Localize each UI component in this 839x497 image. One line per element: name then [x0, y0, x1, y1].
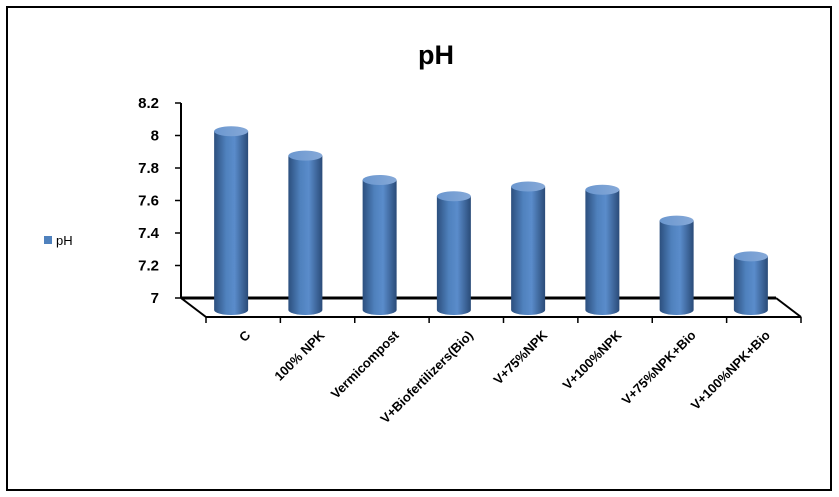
chart-frame — [6, 6, 832, 491]
bar-top — [511, 181, 546, 192]
x-axis-labels: C 100% NPK VermicompostV+Biofertilizers(Bi… — [205, 317, 802, 426]
bar — [733, 251, 768, 315]
bar-top — [585, 184, 620, 195]
y-axis-ticks: 7 7.2 7.4 7.6 7.8 8 8.2 — [138, 95, 181, 307]
bar-top — [659, 215, 694, 226]
bar-top — [733, 251, 768, 262]
x-tick-label: V+100%NPK+Bio — [688, 327, 773, 412]
x-tick-label: V+75%NPK — [490, 327, 550, 387]
x-tick-label: Vermicompost — [328, 327, 402, 401]
x-tick-label: 100% NPK — [271, 327, 328, 384]
bar — [585, 184, 620, 315]
bar-top — [436, 191, 471, 202]
y-tick-label: 7.4 — [138, 225, 160, 242]
bar-body — [214, 131, 249, 315]
bar — [436, 191, 471, 315]
axes — [180, 103, 802, 318]
y-tick-label: 7.6 — [138, 193, 159, 210]
bar-series — [214, 126, 768, 315]
bar — [288, 150, 323, 315]
bar-body — [585, 189, 620, 315]
y-tick-label: 8.2 — [138, 95, 159, 112]
y-axis-depth-line — [180, 297, 207, 318]
legend: pH — [44, 233, 73, 248]
bar — [362, 175, 397, 315]
y-tick-label: 7.8 — [138, 160, 159, 177]
x-tick-label: C — [236, 327, 254, 345]
y-tick-label: 8 — [151, 128, 159, 145]
bar — [214, 126, 249, 315]
bar-top — [362, 175, 397, 185]
bar-top — [214, 126, 249, 137]
bar — [659, 215, 694, 315]
bar-body — [362, 180, 397, 315]
bar-body — [733, 256, 768, 315]
bar-body — [511, 186, 546, 315]
x-tick-label: V+100%NPK — [559, 327, 624, 392]
x-tick-label: V+75%NPK+Bio — [619, 327, 699, 407]
bar-body — [436, 196, 471, 315]
floor-right-edge — [775, 297, 802, 318]
bar-body — [659, 220, 694, 315]
y-tick-label: 7 — [151, 290, 159, 307]
legend-swatch — [44, 236, 52, 244]
bar — [511, 181, 546, 315]
bar-top — [288, 150, 323, 161]
y-tick-label: 7.2 — [138, 258, 159, 275]
chart-title: pH — [418, 40, 454, 70]
legend-label: pH — [56, 233, 73, 248]
bar-body — [288, 155, 323, 315]
